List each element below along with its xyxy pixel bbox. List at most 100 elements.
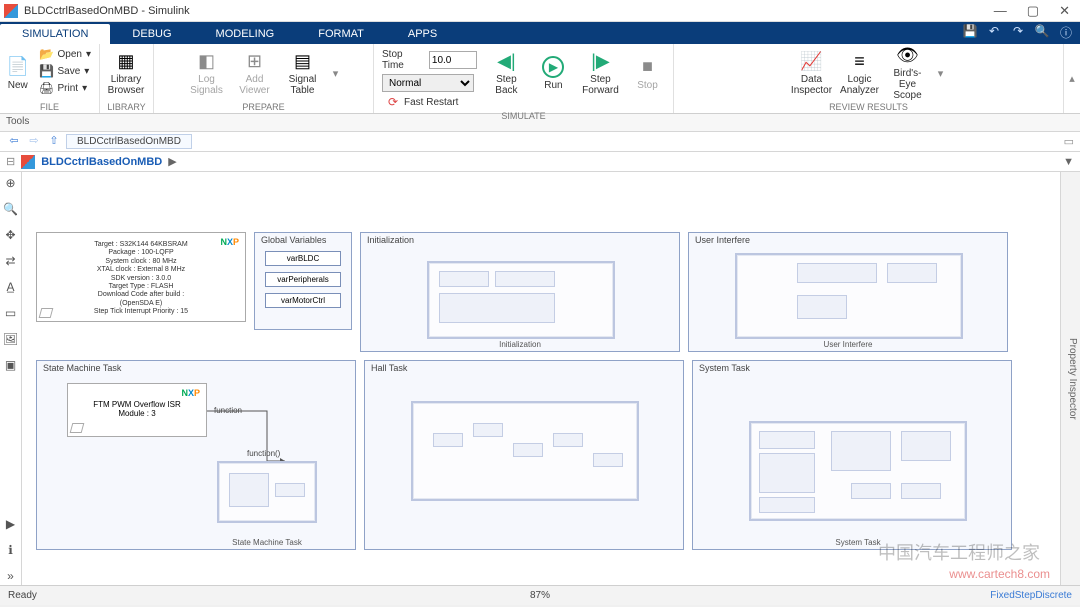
target-info-block[interactable]: NXP Target : S32K144 64KBSRAM Package : …	[36, 232, 246, 322]
birds-eye-icon: 👁	[897, 45, 919, 66]
tab-simulation[interactable]: SIMULATION	[0, 24, 110, 44]
signal-table-button[interactable]: ▤Signal Table	[281, 46, 325, 100]
birds-eye-button[interactable]: 👁Bird's-Eye Scope	[886, 46, 930, 100]
smt-block[interactable]: State Machine Task NXP FTM PWM Overflow …	[36, 360, 356, 550]
var-item[interactable]: varBLDC	[265, 251, 341, 266]
nxp-logo: NXP	[181, 388, 200, 398]
step-fwd-icon: |▶	[589, 50, 611, 72]
fit-icon[interactable]: ⊕	[3, 176, 19, 192]
arrow-tool-icon[interactable]: ⇄	[3, 254, 19, 270]
logic-analyzer-icon: ≡	[849, 50, 871, 72]
info-tool-icon[interactable]: ℹ	[3, 543, 19, 559]
ribbon-tabstrip: SIMULATION DEBUG MODELING FORMAT APPS 💾 …	[0, 22, 1080, 44]
redo-icon[interactable]: ↷	[1010, 24, 1026, 40]
chevrons-icon[interactable]: »	[3, 569, 19, 585]
library-icon: ▦	[115, 50, 137, 72]
global-vars-block[interactable]: Global Variables varBLDC varPeripherals …	[254, 232, 352, 330]
nav-up-button[interactable]: ⇧	[46, 134, 62, 150]
stoptime-input[interactable]	[429, 51, 477, 69]
group-label-prepare: PREPARE	[158, 101, 369, 113]
record-icon[interactable]: ▶	[3, 517, 19, 533]
data-inspector-button[interactable]: 📈Data Inspector	[790, 46, 834, 100]
zoom-icon[interactable]: 🔍	[3, 202, 19, 218]
save-label: Save	[58, 66, 81, 77]
explorer-icon[interactable]: ⊟	[6, 155, 15, 168]
group-label-file: FILE	[4, 101, 95, 113]
status-zoom[interactable]: 87%	[530, 590, 550, 601]
status-solver[interactable]: FixedStepDiscrete	[990, 590, 1072, 601]
sim-mode-select[interactable]: Normal	[382, 74, 474, 92]
step-back-button[interactable]: ◀|Step Back	[485, 46, 528, 100]
logic-analyzer-button[interactable]: ≡Logic Analyzer	[838, 46, 882, 100]
maximize-button[interactable]: ▢	[1027, 3, 1039, 19]
image-icon[interactable]: 🖼	[3, 332, 19, 348]
run-button[interactable]: ▶Run	[532, 46, 575, 100]
tile-icon[interactable]: ▭	[1064, 135, 1074, 148]
add-viewer-button[interactable]: ⊞Add Viewer	[233, 46, 277, 100]
run-label: Run	[544, 80, 562, 91]
workspace: ⊕ 🔍 ✥ ⇄ A̲ ▭ 🖼 ▣ ▶ ℹ » NXP Target : S32K…	[0, 172, 1080, 585]
tab-apps[interactable]: APPS	[386, 24, 459, 44]
breadcrumb-dropdown-button[interactable]: ▼	[1063, 156, 1074, 168]
new-label: New	[8, 80, 28, 91]
la-label: Logic Analyzer	[840, 74, 879, 96]
library-browser-button[interactable]: ▦ Library Browser	[104, 46, 148, 100]
fast-restart-icon: ⟳	[386, 95, 400, 109]
smt-caption: State Machine Task	[217, 538, 317, 547]
stepfwd-label: Step Forward	[582, 74, 619, 96]
signal-table-icon: ▤	[292, 50, 314, 72]
init-block[interactable]: Initialization Initialization	[360, 232, 680, 352]
save-quick-icon[interactable]: 💾	[962, 24, 978, 40]
sys-title: System Task	[699, 363, 750, 373]
review-expand-button[interactable]: ▾	[934, 67, 948, 80]
canvas[interactable]: NXP Target : S32K144 64KBSRAM Package : …	[22, 172, 1060, 585]
tab-format[interactable]: FORMAT	[296, 24, 386, 44]
step-forward-button[interactable]: |▶Step Forward	[579, 46, 622, 100]
app-icon	[4, 4, 18, 18]
save-button[interactable]: 💾Save ▾	[36, 63, 96, 79]
undo-icon[interactable]: ↶	[986, 24, 1002, 40]
open-icon: 📂	[40, 47, 54, 61]
search-icon[interactable]: 🔍	[1034, 24, 1050, 40]
fast-restart-button[interactable]: ⟳Fast Restart	[382, 94, 477, 110]
minimize-button[interactable]: —	[994, 3, 1007, 19]
breadcrumb-arrow-icon[interactable]: ▶	[168, 155, 176, 168]
nav-fwd-button[interactable]: ⇨	[26, 134, 42, 150]
sys-block[interactable]: System Task System Task	[692, 360, 1012, 550]
add-viewer-icon: ⊞	[244, 50, 266, 72]
pan-icon[interactable]: ✥	[3, 228, 19, 244]
tab-debug[interactable]: DEBUG	[110, 24, 193, 44]
nav-back-button[interactable]: ⇦	[6, 134, 22, 150]
breadcrumb-root[interactable]: BLDCctrlBasedOnMBD	[41, 156, 162, 168]
group-label-simulate: SIMULATE	[378, 110, 669, 122]
stop-button[interactable]: ■Stop	[626, 46, 669, 100]
area-icon[interactable]: ▭	[3, 306, 19, 322]
var-item[interactable]: varPeripherals	[265, 272, 341, 287]
ribbon-collapse-button[interactable]: ▴	[1064, 44, 1080, 113]
print-button[interactable]: 🖨Print ▾	[36, 80, 96, 96]
log-signals-button[interactable]: ◧Log Signals	[185, 46, 229, 100]
help-icon[interactable]: ⓘ	[1058, 24, 1074, 40]
sigtable-label: Signal Table	[289, 74, 317, 96]
di-label: Data Inspector	[791, 74, 832, 96]
log-label: Log Signals	[190, 74, 223, 96]
user-block[interactable]: User Interfere User Interfere	[688, 232, 1008, 352]
be-label: Bird's-Eye Scope	[886, 68, 930, 101]
var-item[interactable]: varMotorCtrl	[265, 293, 341, 308]
annotate-icon[interactable]: A̲	[3, 280, 19, 296]
model-tab[interactable]: BLDCctrlBasedOnMBD	[66, 134, 192, 149]
user-caption: User Interfere	[689, 340, 1007, 349]
tab-modeling[interactable]: MODELING	[194, 24, 297, 44]
close-button[interactable]: ✕	[1059, 3, 1070, 19]
stop-icon: ■	[637, 56, 659, 78]
open-button[interactable]: 📂Open ▾	[36, 46, 96, 62]
status-ready: Ready	[8, 590, 37, 601]
property-inspector-tab[interactable]: Property Inspector	[1060, 172, 1080, 585]
prepare-expand-button[interactable]: ▾	[329, 67, 343, 80]
sys-caption: System Task	[749, 538, 967, 547]
hall-block[interactable]: Hall Task	[364, 360, 684, 550]
library-label: Library Browser	[108, 74, 145, 96]
screenshot-icon[interactable]: ▣	[3, 358, 19, 374]
window-title: BLDCctrlBasedOnMBD - Simulink	[24, 5, 994, 17]
new-button[interactable]: 📄 New	[4, 46, 32, 100]
